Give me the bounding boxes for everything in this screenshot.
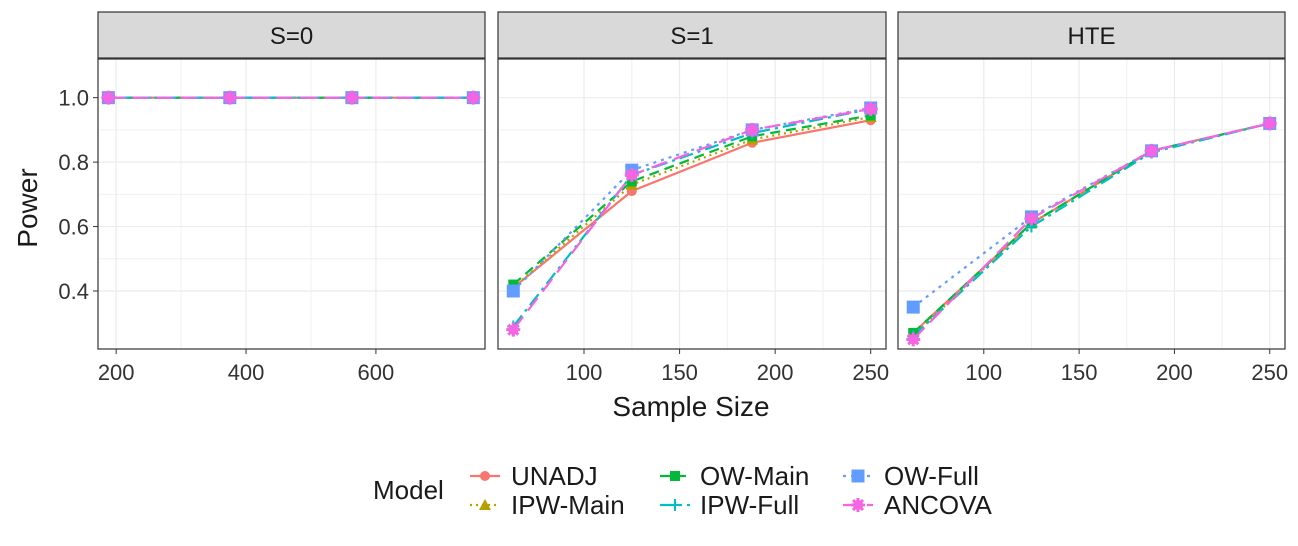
- legend-entry-ow-main: OW-Main: [660, 461, 809, 491]
- point-ancova-core: [908, 334, 919, 345]
- y-tick-label: 0.4: [58, 279, 89, 304]
- legend-key-marker: [479, 499, 491, 510]
- point-ancova-core: [468, 92, 479, 103]
- series-line-ow-main: [512, 114, 871, 286]
- y-axis-title: Power: [12, 168, 43, 247]
- facet-panel-3: HTE 100 150 200 250: [897, 11, 1288, 385]
- point-ancova-core: [747, 124, 758, 135]
- point-ancova-core: [508, 324, 519, 335]
- x-tick-label: 100: [566, 360, 603, 385]
- panel-border: [497, 58, 887, 350]
- legend-label: IPW-Full: [700, 490, 799, 520]
- legend-key-marker: [480, 471, 490, 481]
- legend-key-marker: [670, 471, 680, 481]
- facet-strip-label: S=0: [270, 23, 313, 50]
- x-tick-label: 200: [98, 360, 135, 385]
- point-ancova-core: [1146, 145, 1157, 156]
- y-tick-label: 1.0: [58, 86, 89, 111]
- y-tick-label: 0.6: [58, 215, 89, 240]
- point-ancova-core: [865, 103, 876, 114]
- panel-border: [897, 58, 1286, 350]
- x-axis-title: Sample Size: [612, 391, 769, 422]
- x-tick-label: 200: [757, 360, 794, 385]
- legend-title: Model: [373, 475, 444, 505]
- series-line-ancova: [512, 107, 871, 331]
- legend-label: IPW-Main: [511, 490, 625, 520]
- series-line-ipw-main: [512, 115, 871, 289]
- point-ancova-core: [346, 92, 357, 103]
- x-tick-label: 200: [1156, 360, 1193, 385]
- point-ancova-core: [1264, 118, 1275, 129]
- y-tick-label: 0.8: [58, 150, 89, 175]
- point-ow-full: [906, 300, 920, 314]
- plot-background: [898, 59, 1285, 349]
- panel-border: [97, 58, 486, 350]
- point-ancova-core: [626, 170, 637, 180]
- legend-label: OW-Full: [884, 461, 979, 491]
- series-line-unadj: [512, 119, 871, 289]
- facet-panel-2: S=1 100 150 200 250: [497, 11, 889, 385]
- facet-strip: [497, 11, 887, 59]
- x-tick-label: 250: [1251, 360, 1288, 385]
- legend-entry-unadj: UNADJ: [470, 461, 598, 491]
- legend-key-marker: [669, 499, 681, 511]
- facet-strip: [97, 11, 486, 59]
- facet-panels: S=0 200 400 600 S=1 100 150 200 250 HTE 100 150 200 2…: [97, 11, 1288, 385]
- legend-label: OW-Main: [700, 461, 809, 491]
- y-axis: 0.4 0.6 0.8 1.0: [58, 86, 98, 304]
- series-line-ow-full: [512, 106, 871, 292]
- facet-strip: [897, 11, 1286, 59]
- x-tick-label: 150: [661, 360, 698, 385]
- legend-key-marker: [851, 469, 865, 483]
- point-ancova-core: [853, 500, 863, 510]
- legend-label: ANCOVA: [884, 490, 993, 520]
- series-line-ancova: [912, 122, 1270, 341]
- x-tick-label: 100: [965, 360, 1002, 385]
- plot-background: [98, 59, 485, 349]
- point-ancova-core: [103, 92, 114, 103]
- legend-entry-ancova: ANCOVA: [843, 490, 993, 520]
- point-ow-full: [506, 284, 520, 298]
- legend-entry-ipw-main: IPW-Main: [470, 490, 625, 520]
- facet-strip-label: HTE: [1068, 23, 1116, 50]
- plot-background: [498, 59, 886, 349]
- x-tick-label: 150: [1061, 360, 1098, 385]
- series-line-ipw-full: [512, 107, 871, 328]
- x-tick-label: 600: [358, 360, 395, 385]
- x-tick-label: 250: [852, 360, 889, 385]
- facet-strip-label: S=1: [670, 23, 713, 50]
- point-ancova-core: [1026, 213, 1037, 224]
- legend-entry-ipw-full: IPW-Full: [660, 490, 799, 520]
- legend-entry-ow-full: OW-Full: [843, 461, 979, 491]
- legend-label: UNADJ: [511, 461, 598, 491]
- point-ancova-core: [224, 92, 235, 103]
- facet-panel-1: S=0 200 400 600: [97, 11, 486, 385]
- x-tick-label: 400: [228, 360, 265, 385]
